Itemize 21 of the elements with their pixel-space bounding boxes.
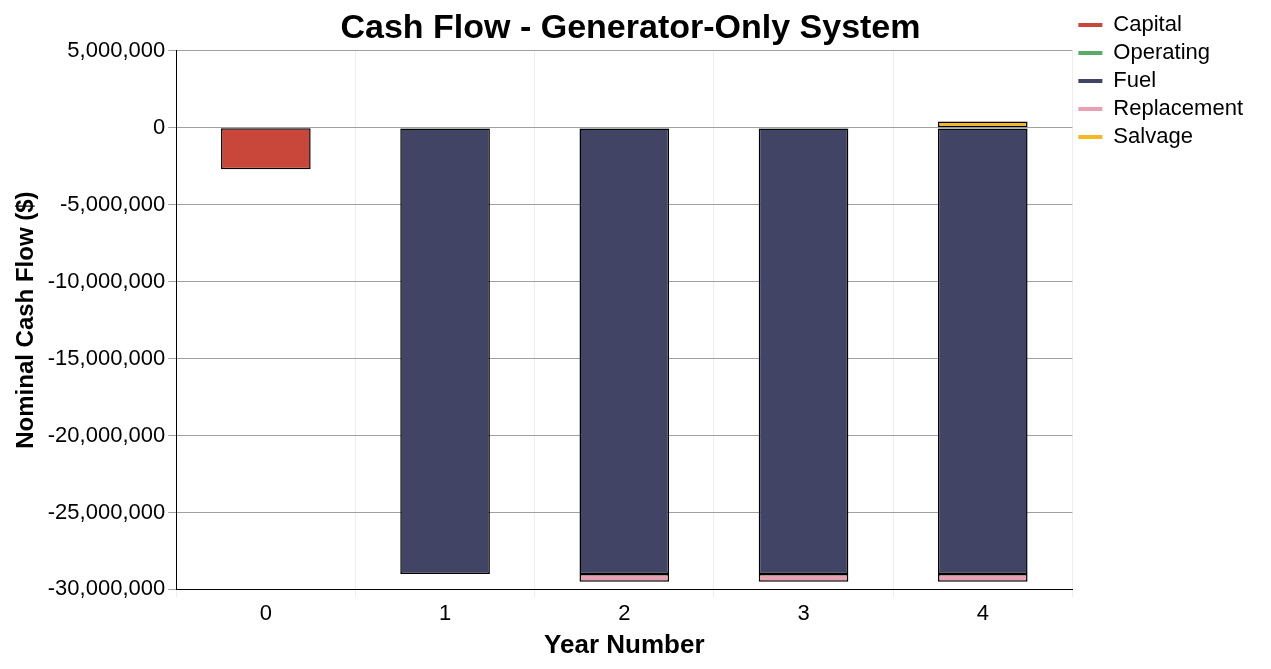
- y-axis-title: Nominal Cash Flow ($): [11, 191, 39, 449]
- x-tick-label: 0: [259, 599, 272, 625]
- y-tick-label: -10,000,000: [47, 267, 166, 293]
- x-tick-label: 3: [797, 599, 810, 625]
- legend-label: Fuel: [1113, 67, 1157, 93]
- y-tick-label: -30,000,000: [47, 575, 166, 601]
- legend-label: Capital: [1113, 11, 1182, 37]
- x-tick-label: 4: [976, 599, 989, 625]
- x-axis-title: Year Number: [544, 628, 705, 659]
- legend-label: Replacement: [1113, 95, 1244, 121]
- y-tick-label: 5,000,000: [67, 36, 166, 62]
- y-tick-label: -20,000,000: [47, 421, 166, 447]
- y-tick-label: -5,000,000: [60, 190, 166, 216]
- y-tick-label: -25,000,000: [47, 498, 166, 524]
- x-tick-label: 2: [618, 599, 631, 625]
- y-tick-label: 0: [152, 113, 166, 139]
- legend-label: Salvage: [1113, 123, 1193, 149]
- y-tick-label: -15,000,000: [47, 344, 166, 370]
- legend-label: Operating: [1113, 39, 1210, 65]
- chart-title: Cash Flow - Generator-Only System: [340, 6, 921, 45]
- x-tick-label: 1: [438, 599, 452, 625]
